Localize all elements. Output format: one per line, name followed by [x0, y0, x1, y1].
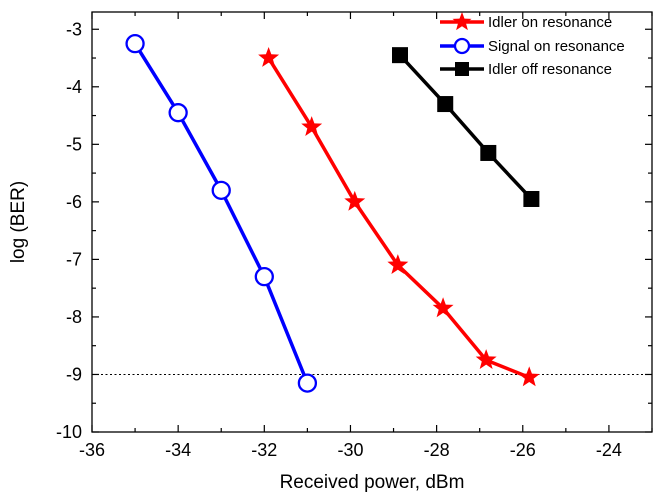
legend-entry-idler-off: Idler off resonance	[440, 61, 612, 78]
legend-label: Idler on resonance	[488, 14, 612, 31]
data-point-circle	[211, 180, 231, 201]
series-line	[133, 42, 310, 384]
x-tick-label: -36	[79, 440, 105, 460]
data-point-star	[518, 366, 540, 387]
legend-marker-star	[452, 12, 472, 31]
x-tick-label: -24	[596, 440, 622, 460]
plot-area	[92, 33, 652, 393]
x-tick-label: -30	[337, 440, 363, 460]
legend-marker-circle	[453, 37, 471, 55]
x-axis-title: Received power, dBm	[280, 472, 465, 493]
x-tick-label: -34	[165, 440, 191, 460]
legend-symbol	[440, 62, 484, 76]
y-tick-label: -10	[56, 422, 82, 442]
series-line	[267, 57, 530, 379]
y-tick-label: -9	[66, 364, 82, 384]
legend-symbol	[440, 12, 484, 31]
legend-entry-idler-on: Idler on resonance	[440, 12, 612, 31]
x-tick-label: -32	[251, 440, 277, 460]
legend-label: Signal on resonance	[488, 38, 625, 55]
data-point-circle	[254, 267, 274, 287]
y-tick-label: -4	[66, 77, 82, 97]
data-point-star	[387, 254, 409, 275]
data-point-square	[392, 47, 408, 64]
series-line	[398, 53, 533, 201]
y-tick-label: -7	[66, 249, 82, 269]
legend: Idler on resonance Signal on resonance I…	[440, 12, 625, 78]
data-point-square	[480, 144, 497, 161]
y-axis-title: log (BER)	[8, 181, 29, 263]
data-point-star	[344, 190, 366, 211]
x-tick-label: -28	[424, 440, 450, 460]
y-tick-label: -3	[66, 19, 82, 39]
data-point-star	[258, 47, 280, 67]
y-tick-label: -5	[66, 134, 82, 154]
legend-label: Idler off resonance	[488, 61, 612, 78]
axis-ticks: -36 -34 -32 -30 -28 -26 -24 -3 -4 -5 -6 -7 -8 -9 -10	[56, 12, 653, 460]
data-point-star	[301, 116, 323, 136]
legend-marker-square	[455, 62, 469, 76]
x-tick-label: -26	[510, 440, 536, 460]
data-point-circle	[125, 33, 145, 54]
y-tick-label: -8	[66, 307, 82, 327]
data-point-square	[437, 96, 454, 113]
y-tick-label: -6	[66, 192, 82, 212]
data-point-square	[523, 190, 540, 207]
data-point-star	[475, 349, 497, 369]
legend-symbol	[440, 37, 484, 55]
legend-entry-signal-on: Signal on resonance	[440, 37, 625, 55]
data-point-star	[432, 297, 454, 318]
plot-frame	[91, 11, 653, 433]
data-point-circle	[297, 373, 318, 393]
data-point-circle	[168, 103, 188, 123]
